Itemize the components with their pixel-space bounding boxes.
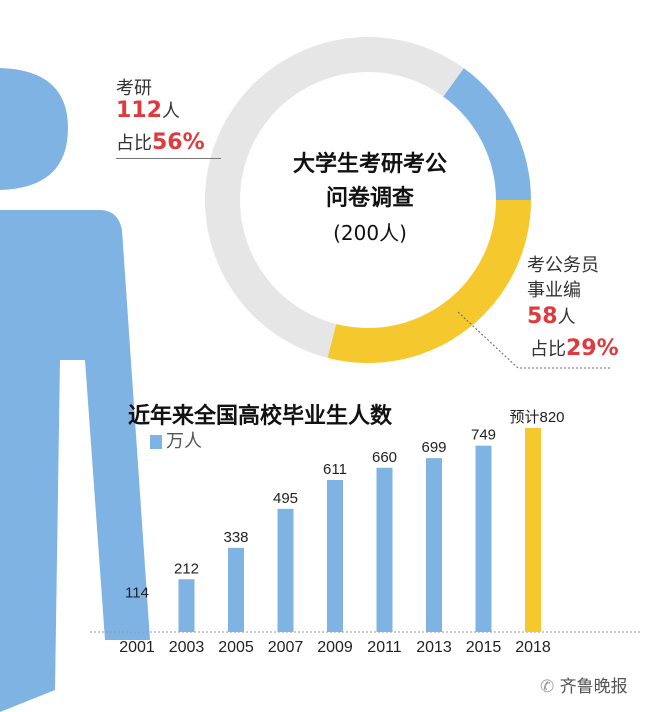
tick-2011: 2011	[367, 639, 402, 656]
source-label: 齐鲁晚报	[559, 677, 628, 697]
gongkao-share-prefix: 占比	[530, 339, 566, 360]
bar-label-2018: 预计820	[509, 409, 564, 426]
bar-2001	[129, 603, 145, 632]
donut-segment-0	[204, 36, 464, 358]
bar-label-2009: 611	[323, 461, 347, 478]
legend-label: 万人	[166, 431, 202, 452]
leader-line	[116, 158, 221, 159]
source-footer: ✆ 齐鲁晚报	[540, 672, 628, 697]
donut-segment-1	[327, 200, 531, 363]
person-head	[0, 68, 68, 190]
bar-2018	[525, 428, 541, 632]
kaoyan-unit: 人	[161, 101, 180, 122]
bar-label-2003: 212	[174, 560, 199, 577]
bar-2009	[327, 479, 343, 632]
bar-label-2011: 660	[372, 449, 397, 466]
tick-2009: 2009	[317, 639, 353, 656]
tick-2013: 2013	[416, 639, 452, 656]
donut-total: (200人)	[333, 221, 407, 245]
gongkao-count: 58	[527, 304, 558, 329]
donut-segment-2	[443, 68, 531, 201]
segment-label-gongwuyuan: 考公务员	[527, 255, 599, 276]
tick-2001: 2001	[119, 639, 155, 656]
bar-label-2015: 749	[471, 427, 496, 444]
kaoyan-share: 56%	[152, 130, 205, 155]
tick-2015: 2015	[466, 639, 502, 656]
bar-label-2007: 495	[273, 490, 298, 507]
tick-2005: 2005	[218, 639, 254, 656]
bar-label-2005: 338	[223, 529, 248, 546]
donut-title-line2: 问卷调查	[325, 186, 414, 211]
gongkao-share: 29%	[566, 336, 619, 361]
legend-swatch	[150, 435, 162, 449]
tick-2003: 2003	[169, 639, 205, 656]
bar-chart-title: 近年来全国高校毕业生人数	[128, 404, 393, 429]
bar-2007	[277, 508, 294, 632]
bar-2003	[178, 579, 195, 632]
bar-label-2013: 699	[421, 439, 446, 456]
bar-2011	[376, 467, 393, 632]
bar-2005	[228, 547, 244, 632]
tick-2007: 2007	[268, 639, 304, 656]
segment-label-shiyebian: 事业编	[527, 280, 581, 301]
bar-label-2001: 114	[125, 585, 149, 602]
segment-label-kaoyan: 考研	[116, 78, 152, 99]
bar-2015	[475, 445, 492, 632]
person-body	[0, 210, 150, 712]
bar-2013	[426, 458, 442, 632]
gongkao-unit: 人	[557, 307, 576, 328]
wechat-icon: ✆	[540, 677, 560, 697]
tick-2018: 2018	[515, 639, 551, 656]
donut-title-line1: 大学生考研考公	[292, 152, 447, 177]
kaoyan-share-prefix: 占比	[116, 133, 152, 154]
kaoyan-count: 112	[116, 98, 162, 123]
